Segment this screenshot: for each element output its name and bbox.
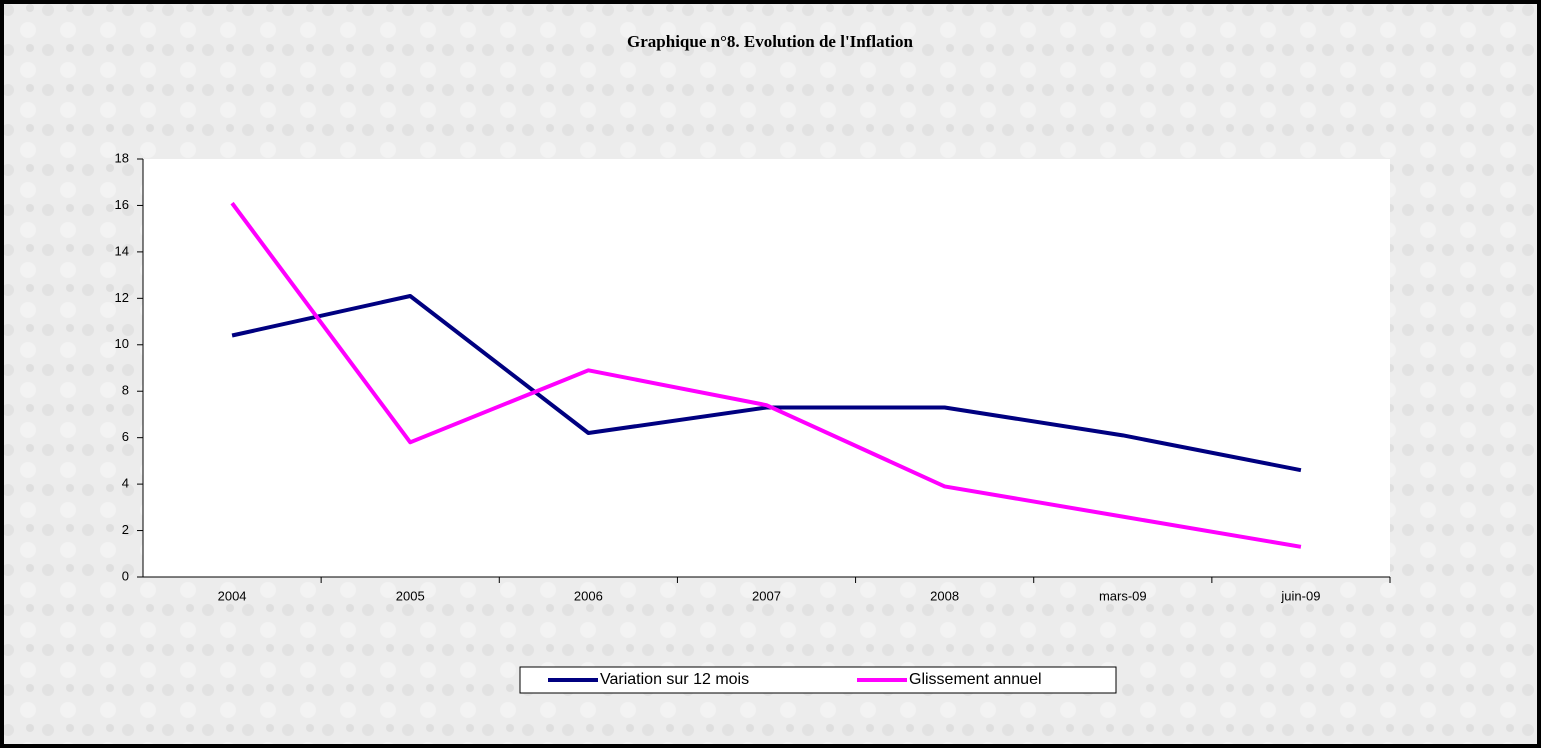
x-tick-label: juin-09 — [1280, 588, 1320, 603]
y-tick-label: 18 — [115, 150, 129, 165]
legend — [519, 666, 1117, 694]
x-tick-label: 2008 — [930, 588, 959, 603]
y-tick-label: 2 — [122, 522, 129, 537]
series-line — [230, 201, 1302, 549]
y-tick-label: 16 — [115, 197, 129, 212]
y-tick-label: 4 — [122, 476, 129, 491]
y-tick-label: 0 — [122, 568, 129, 583]
x-tick-label: mars-09 — [1099, 588, 1147, 603]
y-tick-label: 6 — [122, 429, 129, 444]
y-tick-label: 12 — [115, 290, 129, 305]
x-tick-label: 2005 — [396, 588, 425, 603]
y-tick-label: 8 — [122, 383, 129, 398]
plot-area — [143, 159, 1390, 577]
x-tick-label: 2006 — [574, 588, 603, 603]
legend-label: Glissement annuel — [909, 671, 1042, 688]
x-tick-label: 2007 — [752, 588, 781, 603]
y-tick-label: 14 — [115, 243, 129, 258]
legend-label: Variation sur 12 mois — [600, 671, 749, 688]
x-tick-label: 2004 — [218, 588, 247, 603]
series-line — [231, 294, 1302, 473]
y-tick-label: 10 — [115, 336, 129, 351]
chart-title: Graphique n°8. Evolution de l'Inflation — [627, 32, 913, 51]
